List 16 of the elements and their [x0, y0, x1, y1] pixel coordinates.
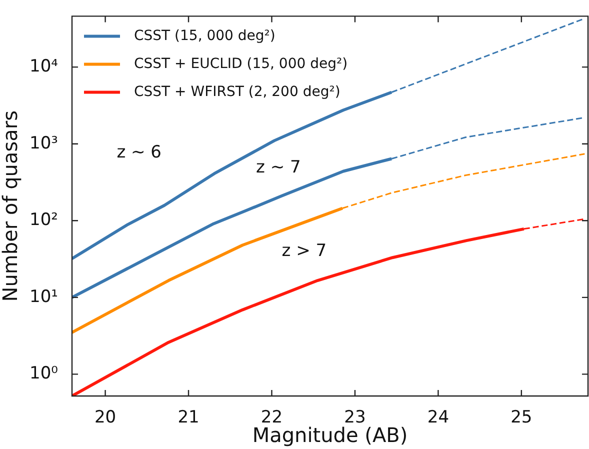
- y-tick-label: 10⁰: [30, 364, 58, 384]
- annotation: z > 7: [282, 241, 327, 262]
- y-axis-title: Number of quasars: [0, 110, 22, 302]
- x-tick-label: 20: [94, 408, 116, 428]
- y-tick-label: 10⁴: [30, 56, 58, 77]
- annotation: z ~ 6: [116, 142, 162, 162]
- x-tick-label: 21: [178, 408, 200, 428]
- legend-label: CSST + EUCLID (15, 000 deg²): [134, 56, 348, 72]
- y-tick-label: 10¹: [30, 286, 58, 307]
- y-tick-label: 10³: [30, 133, 58, 154]
- x-tick-label: 24: [427, 408, 450, 428]
- legend-label: CSST + WFIRST (2, 200 deg²): [134, 84, 340, 100]
- y-tick-label: 10²: [30, 210, 58, 230]
- x-tick-label: 25: [510, 408, 532, 428]
- legend-label: CSST (15, 000 deg²): [134, 28, 276, 44]
- annotation: z ~ 7: [256, 158, 301, 178]
